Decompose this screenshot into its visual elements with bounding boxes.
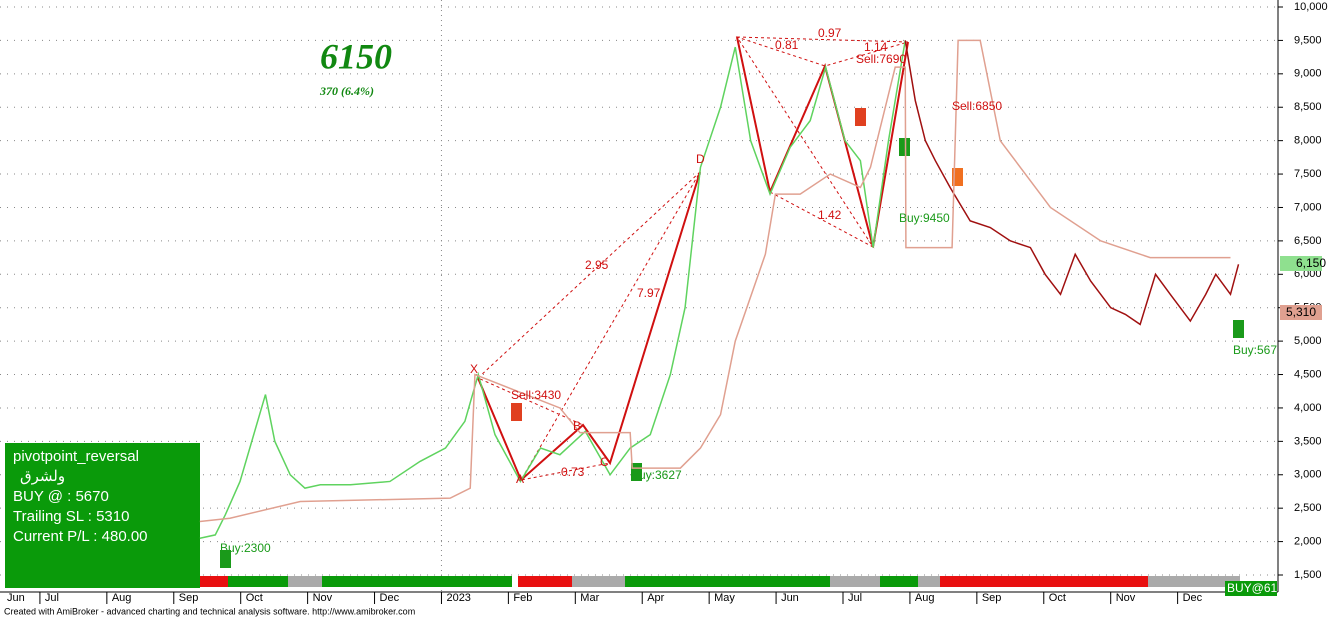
strip-segment	[1148, 576, 1240, 587]
strip-segment	[322, 576, 512, 587]
x-tick-label: Dec	[1183, 592, 1203, 604]
harmonic-pattern	[736, 36, 909, 248]
annotation: A	[516, 472, 524, 486]
annotation: D	[696, 152, 705, 166]
y-tick-label: 4,500	[1294, 368, 1322, 380]
annotation: 0.97	[818, 26, 842, 40]
x-tick-label: Sep	[982, 592, 1002, 604]
x-tick-label: Jun	[781, 592, 799, 604]
info-line: pivotpoint_reversal	[13, 448, 139, 465]
harmonic-dash	[477, 171, 701, 481]
annotation: 7.97	[637, 286, 661, 300]
annotation: C	[600, 455, 609, 469]
y-tick-label: 7,000	[1294, 201, 1322, 213]
strip-segment	[880, 576, 918, 587]
y-tick-label: 3,500	[1294, 435, 1322, 447]
strip-segment	[1030, 576, 1148, 587]
strip-segment	[918, 576, 940, 587]
x-tick-label: Aug	[112, 592, 132, 604]
annotation: Sell:6850	[952, 99, 1002, 113]
strip-segment	[518, 576, 572, 587]
x-tick-label: Jul	[45, 592, 59, 604]
price-tag	[1280, 305, 1322, 320]
strip-segment	[228, 576, 288, 587]
x-tick-label: Aug	[915, 592, 935, 604]
annotation: Buy:567	[1233, 343, 1277, 357]
y-tick-label: 10,000	[1294, 1, 1328, 13]
y-tick-label: 5,000	[1294, 335, 1322, 347]
annotation: B	[573, 419, 581, 433]
strip-segment	[940, 576, 1030, 587]
x-tick-label: 2023	[446, 592, 470, 604]
x-tick-label: Oct	[1049, 592, 1066, 604]
x-tick-label: Oct	[246, 592, 263, 604]
price-tag-label: BUY@61	[1227, 581, 1278, 595]
x-tick-label: Dec	[380, 592, 400, 604]
y-tick-label: 2,500	[1294, 502, 1322, 514]
strip-segment	[572, 576, 625, 587]
y-tick-label: 2,000	[1294, 535, 1322, 547]
annotation: 1.14	[864, 40, 888, 54]
price-line	[199, 39, 1231, 523]
x-tick-label: Feb	[513, 592, 532, 604]
x-tick-label: Jun	[7, 592, 25, 604]
price-line	[199, 40, 906, 539]
strip-segment	[625, 576, 830, 587]
annotation: Sell:7690	[856, 52, 906, 66]
strip-segment	[288, 576, 322, 587]
info-box	[5, 443, 200, 588]
y-tick-label: 6,500	[1294, 235, 1322, 247]
x-tick-label: Apr	[647, 592, 664, 604]
price-tag-label: 5,310	[1286, 305, 1316, 319]
x-tick-label: Jul	[848, 592, 862, 604]
y-tick-label: 9,000	[1294, 68, 1322, 80]
annotation: 2.95	[585, 258, 609, 272]
strip-segment	[200, 576, 228, 587]
info-line: BUY @ : 5670	[13, 488, 109, 505]
annotation: Buy:3627	[631, 468, 682, 482]
y-tick-label: 4,000	[1294, 402, 1322, 414]
price-line	[904, 40, 1240, 326]
y-tick-label: 9,500	[1294, 34, 1322, 46]
harmonic-dash	[735, 36, 909, 249]
info-line: Trailing SL : 5310	[13, 508, 129, 525]
price-tag	[1280, 256, 1322, 271]
annotation: 0.81	[775, 38, 799, 52]
x-tick-label: Sep	[179, 592, 199, 604]
footer: Created with AmiBroker - advanced charti…	[4, 606, 415, 616]
annotation: Buy:9450	[899, 211, 950, 225]
y-tick-label: 8,500	[1294, 101, 1322, 113]
y-tick-label: 3,000	[1294, 469, 1322, 481]
annotation: X	[470, 362, 478, 376]
price-change: 370 (6.4%)	[319, 84, 374, 98]
y-tick-label: 1,500	[1294, 569, 1322, 581]
x-tick-label: Mar	[580, 592, 599, 604]
x-tick-label: Nov	[1116, 592, 1136, 604]
y-tick-label: 6,000	[1294, 268, 1322, 280]
y-tick-label: 7,500	[1294, 168, 1322, 180]
big-price: 6150	[320, 36, 392, 76]
annotation: Sell:3430	[511, 388, 561, 402]
strip-segment	[830, 576, 880, 587]
annotation: Buy:2300	[220, 541, 271, 555]
harmonic-pattern	[477, 171, 701, 482]
annotation: 1.42	[818, 208, 842, 222]
y-tick-label: 8,000	[1294, 135, 1322, 147]
price-tag	[1225, 581, 1277, 596]
x-tick-label: May	[714, 592, 735, 604]
signal-arrows	[220, 108, 1244, 568]
info-line: ولشرق	[20, 468, 65, 485]
x-tick-label: Nov	[313, 592, 333, 604]
price-tag-label: 6,150	[1296, 256, 1326, 270]
info-line: Current P/L : 480.00	[13, 528, 148, 545]
annotation: 0.73	[561, 465, 585, 479]
